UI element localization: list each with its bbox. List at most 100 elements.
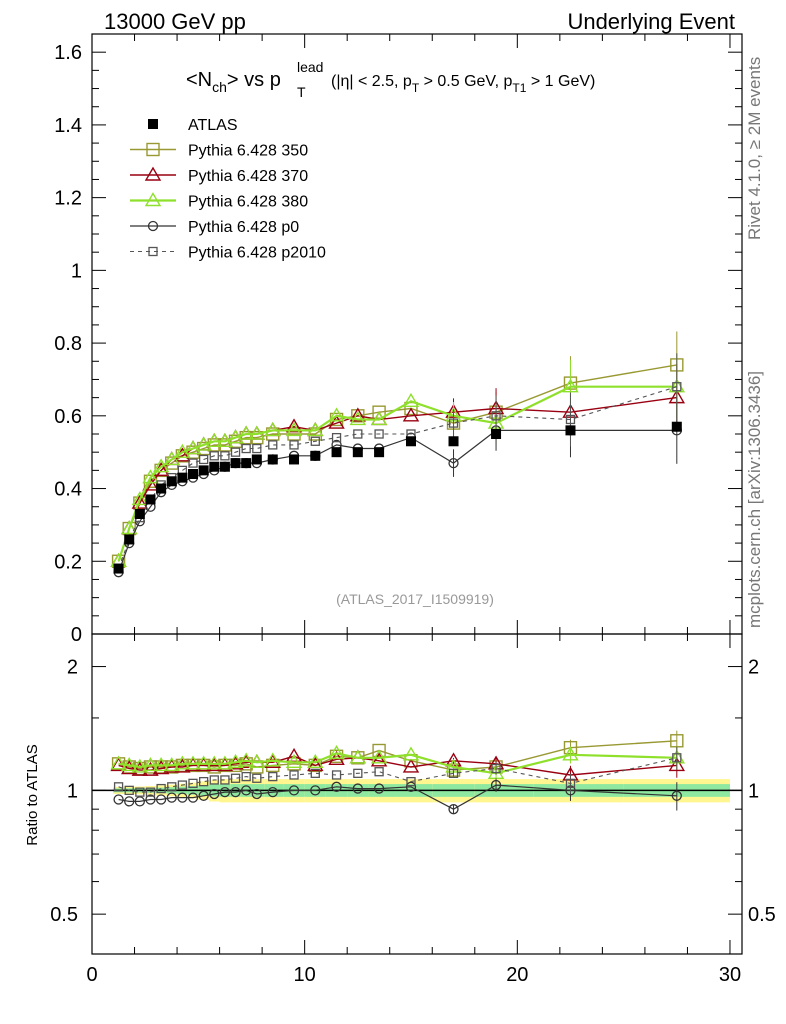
point-p370 xyxy=(370,752,388,767)
x-tick-label: 20 xyxy=(506,964,528,986)
ratio-plot-frame xyxy=(91,633,743,955)
point-p2010 xyxy=(230,773,241,783)
point-p2010 xyxy=(135,787,145,797)
title-cuts-a: (|η| < 2.5, p xyxy=(331,73,412,90)
plot-title: <Nch> vs p lead T (|η| < 2.5, pT > 0.5 G… xyxy=(186,59,595,100)
point-p2010 xyxy=(565,778,576,789)
point-p2010 xyxy=(672,382,682,392)
point-p370 xyxy=(131,494,149,509)
point-atlas xyxy=(113,563,124,574)
series-p380-ratio xyxy=(110,744,686,780)
point-p2010 xyxy=(252,443,262,454)
main-series-layer xyxy=(110,331,686,578)
point-p380 xyxy=(131,491,149,506)
main-y-tick-label: 1.6 xyxy=(54,42,82,64)
point-atlas xyxy=(219,461,230,472)
point-p380 xyxy=(174,443,191,458)
point-p380 xyxy=(206,755,223,770)
point-p350 xyxy=(287,757,301,771)
point-p0 xyxy=(124,796,135,807)
point-p0 xyxy=(251,788,262,800)
main-y-tick-label: 0.2 xyxy=(54,551,82,573)
point-p0 xyxy=(187,792,199,803)
point-atlas xyxy=(230,458,241,469)
point-p380 xyxy=(131,758,149,773)
main-y-tick-label: 1 xyxy=(71,260,82,282)
point-p0 xyxy=(230,786,241,798)
point-p380 xyxy=(152,458,170,473)
point-p380 xyxy=(285,421,303,437)
main-y-tick-label: 0.8 xyxy=(54,333,82,355)
point-p2010 xyxy=(230,447,241,457)
point-p0 xyxy=(310,785,321,796)
point-p2010 xyxy=(310,768,320,778)
title-cuts-c: > 1 GeV) xyxy=(526,73,595,90)
ratio-y-tick-label: 1 xyxy=(67,780,78,802)
point-p380 xyxy=(152,757,170,772)
point-p370 xyxy=(402,407,420,422)
point-p380 xyxy=(184,755,202,770)
point-p2010 xyxy=(353,768,363,778)
legend-marker-p380 xyxy=(144,192,162,207)
point-p2010 xyxy=(374,767,384,777)
point-p370 xyxy=(307,757,324,772)
ratio-uncertainty-band xyxy=(92,779,742,803)
point-p2010 xyxy=(124,785,134,796)
legend-marker-p370 xyxy=(144,166,162,181)
point-atlas xyxy=(289,454,300,465)
ratio-y-axis-label: Ratio to ATLAS xyxy=(24,744,41,845)
point-p380 xyxy=(110,755,127,770)
legend-entry-p380: Pythia 6.428 380 xyxy=(130,192,308,211)
series-p0 xyxy=(113,396,682,578)
title-cuts-b-sub: T1 xyxy=(512,81,526,95)
main-y-tick-label: 1.4 xyxy=(54,115,82,137)
legend-entry-p2010: Pythia 6.428 p2010 xyxy=(130,245,326,262)
main-y-tick-label: 0 xyxy=(71,624,82,646)
point-p2010 xyxy=(268,771,278,782)
axes: 0 0.2 0.4 0.6 0.8 1 1.2 1.4 1.6 0 10 20 30 0.5 0.5 1 1 2 2 xyxy=(50,34,776,986)
series-p2010-ratio xyxy=(113,746,682,797)
ratio-series-layer xyxy=(110,730,686,815)
point-atlas xyxy=(156,483,167,494)
point-p0 xyxy=(145,794,156,805)
series-line-p370 xyxy=(118,755,677,776)
point-atlas xyxy=(188,469,199,479)
point-p380 xyxy=(264,421,281,437)
point-p370 xyxy=(120,760,138,775)
point-p0 xyxy=(209,788,220,800)
series-line-p0 xyxy=(118,429,677,573)
point-p2010 xyxy=(198,454,209,465)
legend-marker-atlas xyxy=(148,119,158,129)
point-p0 xyxy=(671,790,682,801)
legend: ATLAS Pythia 6.428 350 Pythia 6.428 370 Pyt… xyxy=(130,117,326,262)
point-atlas xyxy=(134,509,145,519)
point-atlas xyxy=(124,534,135,545)
point-p370 xyxy=(402,758,420,773)
point-atlas xyxy=(374,447,385,458)
point-p2010 xyxy=(310,436,320,446)
point-p2010 xyxy=(177,780,188,790)
point-p380 xyxy=(216,432,234,447)
legend-marker-p350 xyxy=(146,142,160,157)
point-p350 xyxy=(372,743,386,758)
point-p380 xyxy=(120,520,138,535)
point-p2010 xyxy=(448,418,459,428)
point-p370 xyxy=(152,760,170,775)
point-p380 xyxy=(206,432,223,447)
point-p0 xyxy=(490,779,502,791)
point-p380 xyxy=(402,392,420,407)
point-p370 xyxy=(328,414,345,429)
point-p0 xyxy=(134,796,145,807)
ratio-y-tick-label: 2 xyxy=(67,657,78,679)
point-p2010 xyxy=(491,763,501,774)
ratio-y-tick-label-right: 2 xyxy=(748,657,759,679)
point-p380 xyxy=(562,378,579,393)
point-p2010 xyxy=(353,429,363,439)
point-p2010 xyxy=(565,414,576,425)
legend-entry-p350: Pythia 6.428 350 xyxy=(130,143,308,160)
point-p2010 xyxy=(188,458,198,468)
point-p0 xyxy=(267,786,278,798)
ratio-y-tick-label-right: 0.5 xyxy=(748,904,776,926)
point-p380 xyxy=(402,746,420,761)
legend-label-p380: Pythia 6.428 380 xyxy=(188,194,308,211)
